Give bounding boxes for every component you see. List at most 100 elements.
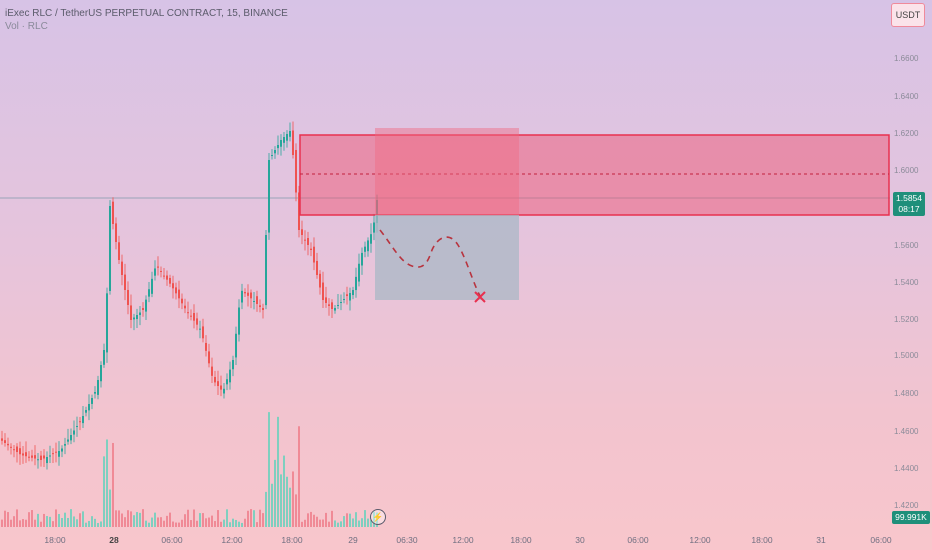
candle-body: [250, 292, 252, 299]
volume-bar: [196, 520, 198, 527]
candle-body: [139, 312, 141, 316]
volume-bar: [106, 439, 108, 527]
projected-path[interactable]: [379, 229, 481, 297]
candle-body: [43, 455, 45, 459]
volume-bar: [220, 521, 222, 527]
candle-body: [82, 416, 84, 424]
volume-bar: [367, 518, 369, 527]
volume-bar: [31, 510, 33, 527]
candle-body: [136, 315, 138, 320]
volume-bar: [130, 511, 132, 527]
candle-body: [148, 289, 150, 297]
volume-bar: [19, 520, 21, 527]
candle-body: [349, 293, 351, 301]
volume-bar: [328, 521, 330, 527]
volume-bar: [262, 513, 264, 527]
candle-body: [364, 246, 366, 252]
volume-bar: [217, 510, 219, 527]
volume-bar: [181, 519, 183, 527]
volume-bar: [331, 510, 333, 527]
time-tick-label: 29: [348, 535, 358, 545]
volume-bar: [79, 513, 81, 527]
volume-bar: [25, 519, 27, 527]
candle-body: [37, 459, 39, 461]
candle-body: [286, 134, 288, 141]
candle-body: [220, 385, 222, 390]
volume-bar: [283, 455, 285, 527]
candle-body: [184, 305, 186, 309]
volume-bar: [148, 522, 150, 527]
candle-body: [61, 448, 63, 452]
volume-bar: [70, 509, 72, 527]
volume-bar: [118, 510, 120, 527]
candle-body: [160, 270, 162, 272]
volume-bar: [124, 517, 126, 527]
volume-bar: [244, 518, 246, 527]
current-price-badge: 1.5854 08:17: [893, 192, 925, 216]
candle-body: [130, 305, 132, 320]
candle-body: [109, 206, 111, 292]
volume-bar: [346, 513, 348, 527]
take-profit-area[interactable]: [375, 215, 519, 300]
stop-loss-area[interactable]: [375, 128, 519, 215]
volume-bar: [73, 516, 75, 527]
volume-bar: [310, 511, 312, 527]
volume-bar: [340, 521, 342, 527]
volume-bar: [337, 522, 339, 527]
volume-bar: [100, 521, 102, 527]
candle-body: [178, 289, 180, 299]
volume-bar: [247, 510, 249, 527]
volume-bar: [208, 517, 210, 527]
volume-bar: [355, 512, 357, 527]
candle-body: [19, 448, 21, 455]
time-tick-label: 18:00: [751, 535, 773, 545]
candle-body: [88, 404, 90, 411]
volume-bar: [301, 521, 303, 527]
volume-bar: [229, 522, 231, 527]
volume-bar: [169, 512, 171, 527]
candle-body: [34, 455, 36, 459]
volume-bar: [223, 519, 225, 527]
volume-bar: [7, 512, 9, 527]
volume-bar: [370, 520, 372, 527]
time-tick-label: 06:30: [396, 535, 418, 545]
candle-body: [205, 342, 207, 351]
volume-bar: [121, 513, 123, 527]
volume-bar: [364, 510, 366, 527]
candle-body: [124, 274, 126, 290]
candle-body: [13, 449, 15, 451]
candle-body: [319, 273, 321, 288]
candle-body: [73, 430, 75, 435]
volume-bar: [268, 412, 270, 527]
volume-bar: [94, 518, 96, 527]
volume-bar: [88, 520, 90, 527]
candle-body: [64, 444, 66, 446]
candle-body: [334, 308, 336, 311]
currency-button[interactable]: USDT: [891, 3, 925, 27]
volume-bar: [238, 521, 240, 527]
time-tick-label: 06:00: [161, 535, 183, 545]
candle-body: [355, 276, 357, 291]
candle-body: [211, 366, 213, 376]
price-tick-label: 1.6000: [894, 166, 919, 175]
volume-bar: [112, 442, 114, 527]
volume-bar: [334, 520, 336, 527]
time-tick-label: 12:00: [452, 535, 474, 545]
volume-bar: [250, 509, 252, 527]
candle-body: [118, 242, 120, 260]
candle-body: [55, 451, 57, 453]
volume-bar: [10, 519, 12, 527]
volume-bar: [97, 522, 99, 527]
supply-zone[interactable]: [299, 134, 890, 216]
volume-bar: [265, 491, 267, 527]
volume-bar: [160, 517, 162, 527]
volume-bar: [361, 518, 363, 527]
candle-body: [253, 301, 255, 302]
candle-body: [328, 304, 330, 306]
volume-bar: [22, 519, 24, 527]
candle-body: [235, 333, 237, 358]
candle-body: [16, 446, 18, 452]
candle-body: [112, 201, 114, 224]
lightning-icon[interactable]: ⚡: [370, 509, 386, 525]
